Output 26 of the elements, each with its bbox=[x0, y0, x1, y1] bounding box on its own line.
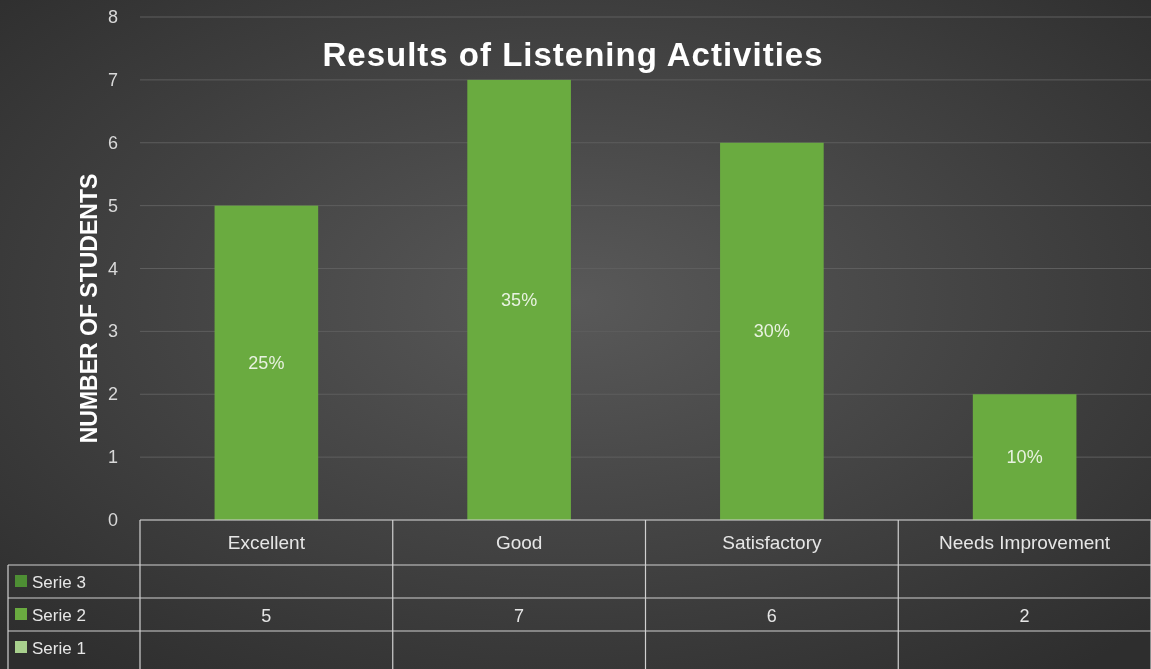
y-tick-label: 8 bbox=[107, 7, 118, 27]
y-tick-label: 6 bbox=[107, 132, 118, 153]
text: Results of Listening Activities bbox=[322, 36, 824, 73]
y-tick-label: 7 bbox=[107, 69, 118, 90]
data-label: 7 bbox=[514, 606, 525, 626]
y-tick-label: 3 bbox=[107, 321, 118, 342]
x-tick-label: Needs Improvement bbox=[939, 532, 1111, 553]
legend-label: Serie 3 bbox=[32, 573, 86, 592]
annotation: 25% bbox=[248, 352, 285, 373]
annotation: 30% bbox=[753, 321, 790, 342]
y-tick-label: 5 bbox=[107, 195, 118, 216]
y-tick-label: 0 bbox=[107, 510, 118, 530]
data-label: 2 bbox=[1019, 606, 1030, 626]
y-tick-label: 4 bbox=[107, 258, 118, 279]
legend-label: Serie 1 bbox=[32, 639, 86, 658]
x-tick-label: Excellent bbox=[227, 532, 306, 553]
legend-label: Serie 2 bbox=[32, 606, 86, 625]
data-label: 6 bbox=[766, 606, 777, 626]
data-label: 5 bbox=[261, 606, 272, 626]
y-axis-title: NUMBER OF STUDENTS bbox=[76, 173, 102, 444]
annotation: 35% bbox=[501, 289, 538, 310]
y-tick-label: 2 bbox=[107, 384, 118, 405]
x-tick-label: Good bbox=[495, 532, 543, 553]
x-tick-label: Satisfactory bbox=[722, 532, 822, 553]
annotation: 10% bbox=[1006, 447, 1043, 468]
y-tick-label: 1 bbox=[107, 447, 118, 468]
